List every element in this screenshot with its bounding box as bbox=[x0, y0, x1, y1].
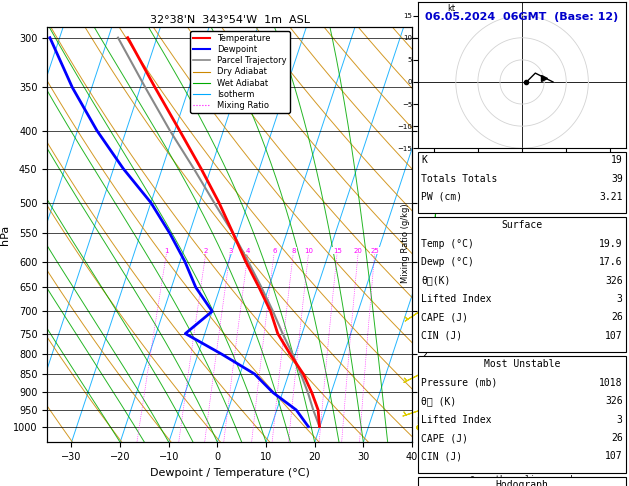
Text: Pressure (mb): Pressure (mb) bbox=[421, 378, 498, 388]
Title: 32°38'N  343°54'W  1m  ASL: 32°38'N 343°54'W 1m ASL bbox=[150, 15, 309, 25]
Text: CAPE (J): CAPE (J) bbox=[421, 312, 469, 323]
Text: 326: 326 bbox=[605, 276, 623, 286]
Text: Surface: Surface bbox=[501, 220, 543, 230]
Text: © weatheronline.co.uk: © weatheronline.co.uk bbox=[470, 474, 574, 484]
Y-axis label: km
ASL: km ASL bbox=[433, 226, 455, 243]
Text: Hodograph: Hodograph bbox=[496, 480, 548, 486]
Text: 3: 3 bbox=[617, 294, 623, 304]
Text: 3: 3 bbox=[617, 415, 623, 425]
Text: K: K bbox=[421, 155, 427, 165]
Text: kt: kt bbox=[447, 4, 455, 13]
Text: CAPE (J): CAPE (J) bbox=[421, 433, 469, 443]
Text: 15: 15 bbox=[333, 247, 342, 254]
Text: PW (cm): PW (cm) bbox=[421, 192, 462, 202]
Text: CIN (J): CIN (J) bbox=[421, 331, 462, 341]
Text: 1018: 1018 bbox=[599, 378, 623, 388]
Text: 19.9: 19.9 bbox=[599, 239, 623, 249]
Text: 17.6: 17.6 bbox=[599, 257, 623, 267]
Text: Temp (°C): Temp (°C) bbox=[421, 239, 474, 249]
Text: 3: 3 bbox=[228, 247, 233, 254]
Text: θᴇ (K): θᴇ (K) bbox=[421, 396, 457, 406]
Text: Lifted Index: Lifted Index bbox=[421, 415, 492, 425]
Text: Mixing Ratio (g/kg): Mixing Ratio (g/kg) bbox=[401, 203, 410, 283]
Text: 26: 26 bbox=[611, 312, 623, 323]
Text: 6: 6 bbox=[272, 247, 277, 254]
Text: 39: 39 bbox=[611, 174, 623, 184]
Text: 107: 107 bbox=[605, 451, 623, 462]
Text: LCL: LCL bbox=[416, 417, 431, 426]
Text: 8: 8 bbox=[291, 247, 296, 254]
Text: 26: 26 bbox=[611, 433, 623, 443]
Text: 25: 25 bbox=[370, 247, 379, 254]
Y-axis label: hPa: hPa bbox=[0, 225, 10, 244]
Text: 10: 10 bbox=[304, 247, 313, 254]
Text: 2: 2 bbox=[204, 247, 208, 254]
Text: 06.05.2024  06GMT  (Base: 12): 06.05.2024 06GMT (Base: 12) bbox=[425, 12, 619, 22]
X-axis label: Dewpoint / Temperature (°C): Dewpoint / Temperature (°C) bbox=[150, 468, 309, 478]
Text: Dewp (°C): Dewp (°C) bbox=[421, 257, 474, 267]
Text: 1: 1 bbox=[165, 247, 169, 254]
Text: Lifted Index: Lifted Index bbox=[421, 294, 492, 304]
Text: θᴇ(K): θᴇ(K) bbox=[421, 276, 451, 286]
Text: 20: 20 bbox=[354, 247, 363, 254]
Text: Most Unstable: Most Unstable bbox=[484, 359, 560, 369]
Legend: Temperature, Dewpoint, Parcel Trajectory, Dry Adiabat, Wet Adiabat, Isotherm, Mi: Temperature, Dewpoint, Parcel Trajectory… bbox=[190, 31, 289, 113]
Text: 19: 19 bbox=[611, 155, 623, 165]
Text: Totals Totals: Totals Totals bbox=[421, 174, 498, 184]
Text: 326: 326 bbox=[605, 396, 623, 406]
Text: CIN (J): CIN (J) bbox=[421, 451, 462, 462]
Text: 3.21: 3.21 bbox=[599, 192, 623, 202]
Text: 107: 107 bbox=[605, 331, 623, 341]
Text: 4: 4 bbox=[246, 247, 250, 254]
